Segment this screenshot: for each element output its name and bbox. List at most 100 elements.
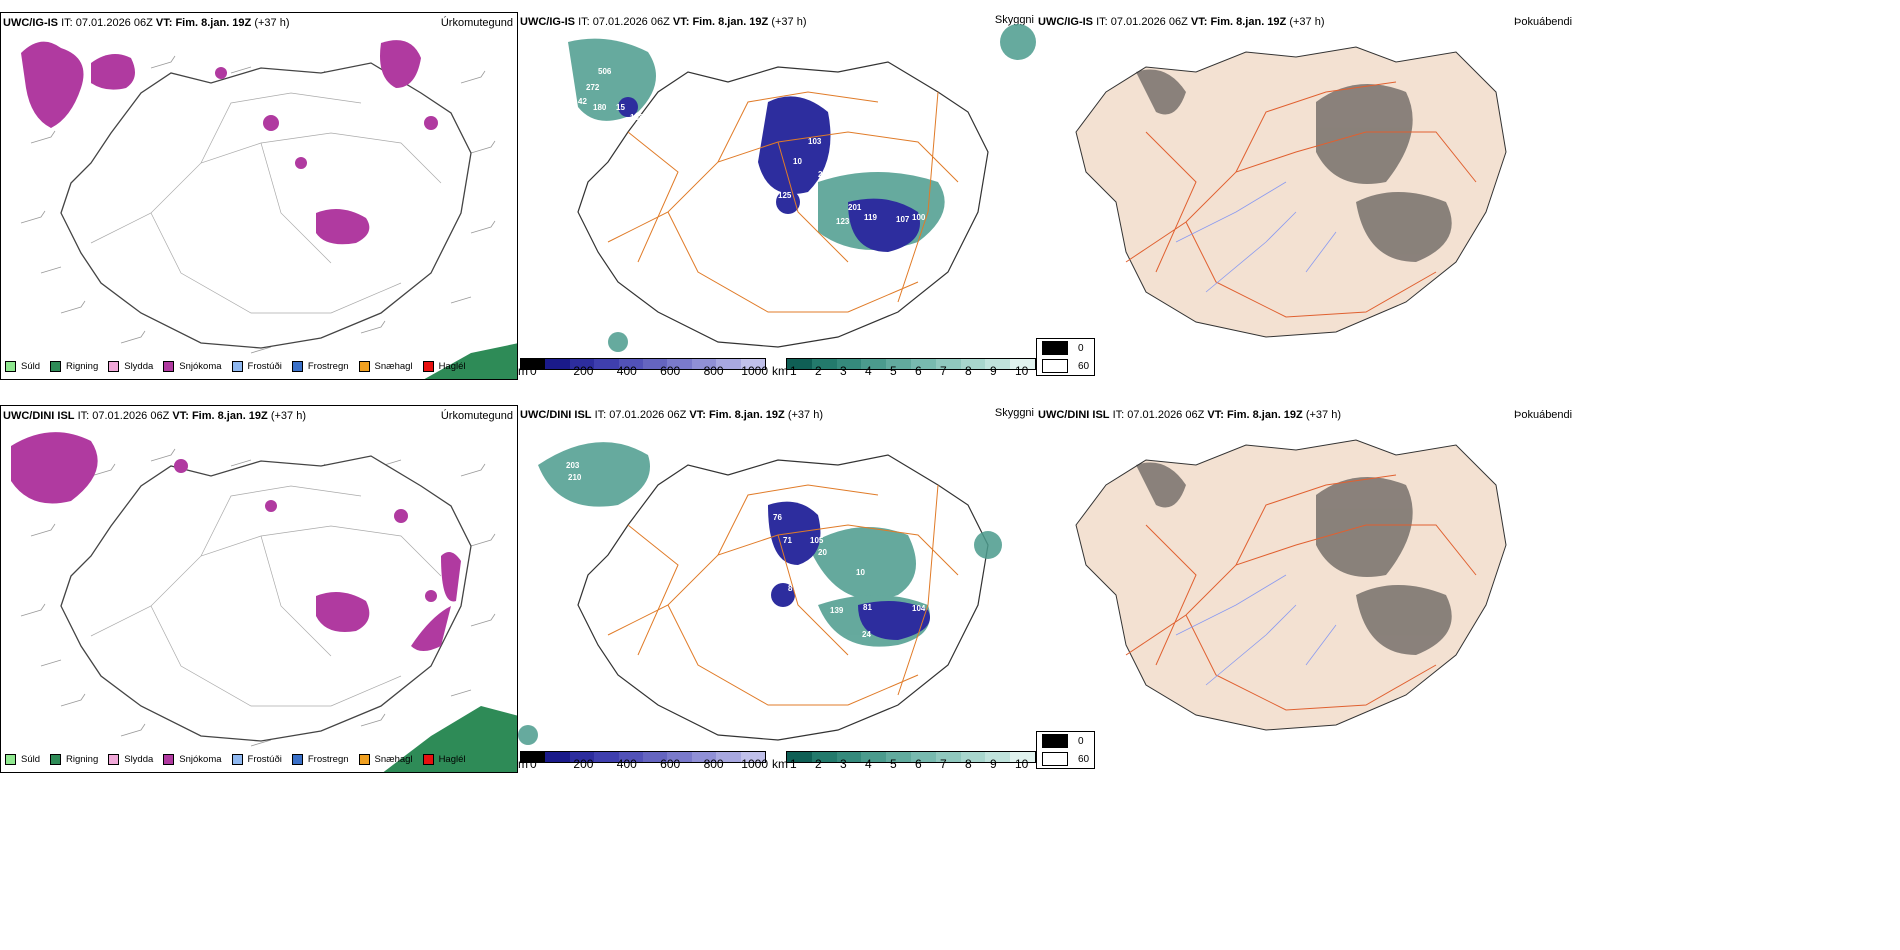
map-value-label: 872 xyxy=(938,57,952,66)
map-value-label: 42 xyxy=(578,97,587,106)
legend-swatch xyxy=(5,754,16,765)
road-network xyxy=(607,91,959,313)
legend-swatch xyxy=(422,754,434,765)
ceiling-areas xyxy=(618,96,920,252)
map-header: UWC/IG-IS IT: 07.01.2026 06Z VT: Fim. 8.… xyxy=(1038,16,1325,28)
map-value-label: 296 xyxy=(818,170,832,179)
map-value-label: 123 xyxy=(836,217,850,226)
panel-title: Skyggni xyxy=(994,14,1034,26)
precip-type-map-row2: UWC/DINI ISL IT: 07.01.2026 06Z VT: Fim.… xyxy=(0,405,518,773)
road-network xyxy=(1125,474,1477,711)
fog-indicator-map-row1: UWC/IG-IS IT: 07.01.2026 06Z VT: Fim. 8.… xyxy=(1036,12,1900,380)
precip-legend: Súld Rigning Slydda Snjókoma Frostúði Fr… xyxy=(5,361,466,372)
ceiling-areas xyxy=(768,501,930,640)
panel-title: Úrkomutegund xyxy=(440,17,513,29)
iceland-fog-map xyxy=(1075,439,1507,731)
visibility-ticks: km 1 2 3 4 5 6 7 8 9 10 xyxy=(772,757,1029,771)
fog-indicator-map-row2: UWC/DINI ISL IT: 07.01.2026 06Z VT: Fim.… xyxy=(1036,405,1900,773)
map-value-label: 27 xyxy=(938,45,947,54)
iceland-cloud-map: 752 203 210 76 71 105 20 10 294 139 81 1… xyxy=(518,442,1002,745)
map-value-label: 210 xyxy=(568,473,582,482)
legend-swatch xyxy=(108,361,120,372)
legend-swatch xyxy=(358,361,370,372)
map-value-label: 20 xyxy=(818,548,827,557)
map-value-label: 24 xyxy=(862,630,871,639)
road-network xyxy=(90,92,442,314)
map-value-label: 430 xyxy=(943,85,957,94)
road-network xyxy=(90,485,442,707)
rain-area xyxy=(383,706,517,772)
panel-title: Skyggni xyxy=(994,407,1034,419)
iceland-outline xyxy=(60,455,472,742)
map-header: UWC/DINI ISL IT: 07.01.2026 06Z VT: Fim.… xyxy=(3,410,306,422)
map-value-label: 104 xyxy=(912,604,926,613)
iceland-outline xyxy=(60,62,472,349)
legend-swatch xyxy=(163,754,175,765)
fog-dark-areas xyxy=(1136,462,1452,655)
iceland-cloud-map: 506 272 42 180 15 168 27 872 430 103 10 … xyxy=(568,24,1036,352)
ceiling-colorbar xyxy=(520,358,766,370)
road-network xyxy=(1125,81,1477,318)
iceland-fog-map xyxy=(1075,46,1507,338)
map-value-label: 10 xyxy=(856,568,865,577)
legend-swatch xyxy=(291,361,303,372)
precip-legend: Súld Rigning Slydda Snjókoma Frostúði Fr… xyxy=(5,754,466,765)
iceland-precip-map xyxy=(11,432,517,772)
map-value-label: 139 xyxy=(830,606,844,615)
panel-title: Þokuábendi xyxy=(1514,16,1573,28)
map-header: UWC/IG-IS IT: 07.01.2026 06Z VT: Fim. 8.… xyxy=(3,17,290,29)
visibility-ticks: km 1 2 3 4 5 6 7 8 9 10 xyxy=(772,364,1029,378)
fog-dark-areas xyxy=(1136,69,1452,262)
map-value-label: 125 xyxy=(778,191,792,200)
rain-area xyxy=(424,343,517,379)
road-network xyxy=(607,484,959,706)
iceland-outline xyxy=(1075,46,1507,338)
ceiling-colorbar xyxy=(520,751,766,763)
map-value-label: 105 xyxy=(810,536,824,545)
fog-legend: 0 60 xyxy=(1036,731,1096,769)
value-labels: 752 203 210 76 71 105 20 10 294 139 81 1… xyxy=(546,443,926,639)
map-value-label: 752 xyxy=(546,443,560,452)
map-value-label: 180 xyxy=(593,103,607,112)
map-value-label: 203 xyxy=(566,461,580,470)
map-header: UWC/IG-IS IT: 07.01.2026 06Z VT: Fim. 8.… xyxy=(520,16,807,28)
legend-swatch xyxy=(5,361,16,372)
rivers xyxy=(1175,574,1337,686)
map-value-label: 8 xyxy=(788,584,793,593)
legend-swatch xyxy=(231,754,243,765)
map-value-label: 76 xyxy=(773,513,782,522)
snow-areas xyxy=(11,432,461,651)
legend-swatch xyxy=(50,754,62,765)
map-header: UWC/DINI ISL IT: 07.01.2026 06Z VT: Fim.… xyxy=(520,409,823,421)
map-value-label: 119 xyxy=(864,213,877,222)
map-value-label: 506 xyxy=(598,67,612,76)
map-value-label: 10 xyxy=(793,157,802,166)
snow-areas xyxy=(21,40,438,245)
panel-title: Úrkomutegund xyxy=(440,410,513,422)
ceiling-ticks: m 0 200 400 600 800 1000 xyxy=(518,757,768,771)
legend-swatch xyxy=(50,361,62,372)
rivers xyxy=(1175,181,1337,293)
value-labels: 506 272 42 180 15 168 27 872 430 103 10 … xyxy=(578,45,957,226)
cloud-ceiling-map-row2: UWC/DINI ISL IT: 07.01.2026 06Z VT: Fim.… xyxy=(518,405,1036,773)
map-value-label: 168 xyxy=(630,113,644,122)
legend-swatch xyxy=(422,361,434,372)
iceland-precip-map xyxy=(20,40,517,379)
precip-type-map-row1: UWC/IG-IS IT: 07.01.2026 06Z VT: Fim. 8.… xyxy=(0,12,518,380)
map-value-label: 103 xyxy=(808,137,822,146)
visibility-areas xyxy=(518,442,1002,745)
legend-swatch xyxy=(291,754,303,765)
ceiling-ticks: m 0 200 400 600 800 1000 xyxy=(518,364,768,378)
panel-title: Þokuábendi xyxy=(1514,409,1573,421)
fog-legend: 0 60 xyxy=(1036,338,1096,376)
map-value-label: 272 xyxy=(586,83,600,92)
map-header: UWC/DINI ISL IT: 07.01.2026 06Z VT: Fim.… xyxy=(1038,409,1341,421)
map-value-label: 294 xyxy=(803,583,817,592)
cloud-ceiling-map-row1: UWC/IG-IS IT: 07.01.2026 06Z VT: Fim. 8.… xyxy=(518,12,1036,380)
map-value-label: 201 xyxy=(848,203,862,212)
iceland-outline xyxy=(1075,439,1507,731)
legend-swatch xyxy=(163,361,175,372)
legend-swatch xyxy=(358,754,370,765)
map-value-label: 71 xyxy=(783,536,792,545)
legend-swatch xyxy=(231,361,243,372)
